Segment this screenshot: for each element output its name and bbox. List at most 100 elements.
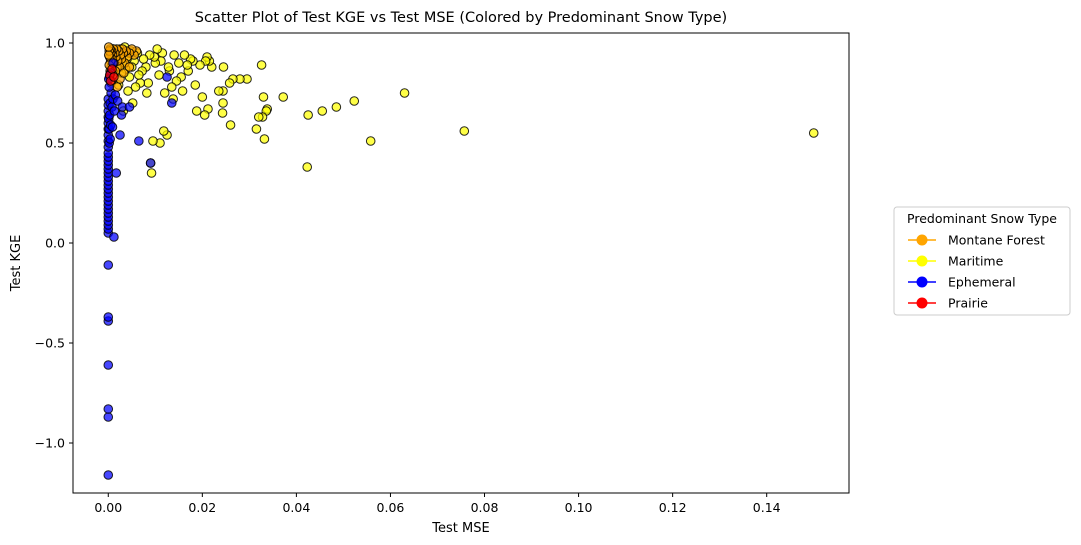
point-maritime [225,120,236,130]
x-axis-label: Test MSE [431,521,489,536]
point-maritime [191,106,202,116]
point-ephemeral [103,412,114,422]
point-maritime [331,102,342,112]
plot-frame [72,32,850,494]
point-ephemeral [103,260,114,270]
point-ephemeral [134,136,144,146]
point-ephemeral [103,470,114,480]
point-maritime [258,92,269,102]
legend-marker [916,255,928,267]
legend-entries: Montane Forest Maritime Ephemeral Prairie [908,233,1045,311]
point-maritime [152,44,162,54]
point-maritime [218,98,228,108]
point-maritime [182,60,193,70]
legend-marker [916,234,928,246]
point-ephemeral [111,168,122,178]
point-montane-forest [103,50,114,60]
y-tick-label: −1.0 [35,436,65,451]
point-ephemeral [166,98,177,108]
legend-entry-ephemeral: Ephemeral [908,275,1016,290]
point-maritime [224,78,235,88]
y-tick-label: 0.5 [45,136,65,151]
legend-marker [916,276,928,288]
point-ephemeral [103,312,114,322]
point-maritime [130,82,141,92]
point-maritime [259,134,270,144]
point-ephemeral [162,72,172,82]
point-ephemeral [115,130,125,140]
point-montane-forest [103,42,114,52]
legend-entry-montane-forest: Montane Forest [908,233,1045,248]
x-tick-label: 0.02 [188,500,216,515]
point-maritime [158,126,169,136]
legend-label: Maritime [948,254,1004,269]
x-tick-label: 0.00 [94,500,122,515]
point-maritime [303,110,313,120]
point-maritime [154,70,164,80]
legend-box [893,206,1071,316]
point-ephemeral [103,404,114,414]
point-maritime [163,62,174,72]
legend-entry-maritime: Maritime [908,254,1004,269]
point-maritime [197,92,208,102]
legend-title: Predominant Snow Type [907,211,1057,226]
point-maritime [177,86,188,96]
point-maritime [195,60,205,70]
x-tick-label: 0.08 [471,500,499,515]
point-maritime [169,50,179,60]
point-maritime [399,88,410,98]
point-maritime [143,78,154,88]
point-maritime [302,162,313,172]
y-axis-ticks: 1.0 0.5 0.0 −0.5 −1.0 [35,36,73,451]
point-ephemeral [124,102,135,112]
point-ephemeral [145,158,156,168]
point-maritime [251,124,262,134]
point-maritime [199,110,210,120]
point-maritime [253,112,264,122]
point-montane-forest [118,68,129,78]
point-maritime [190,80,201,90]
point-maritime [146,168,157,178]
point-maritime [123,86,133,96]
point-maritime [317,106,328,116]
point-maritime [179,50,190,60]
point-ephemeral [116,110,127,120]
x-tick-label: 0.14 [753,500,781,515]
x-tick-label: 0.06 [377,500,405,515]
point-maritime [138,54,149,64]
point-maritime [174,58,184,68]
point-maritime [217,108,228,118]
point-maritime [256,60,267,70]
data-points [103,42,819,480]
legend-label: Prairie [948,296,988,311]
point-maritime [166,82,177,92]
y-tick-label: −0.5 [35,336,65,351]
legend-marker [916,297,928,309]
point-prairie [107,64,117,74]
point-maritime [159,88,170,98]
x-tick-label: 0.12 [659,500,687,515]
point-ephemeral [105,134,115,144]
point-ephemeral [109,232,119,242]
legend-label: Montane Forest [948,233,1045,248]
point-maritime [148,136,158,146]
legend-label: Ephemeral [948,275,1016,290]
point-maritime [218,62,229,72]
point-maritime [365,136,376,146]
point-maritime [142,88,152,98]
point-montane-forest [124,62,135,72]
x-tick-label: 0.04 [282,500,310,515]
chart-title: Scatter Plot of Test KGE vs Test MSE (Co… [195,10,727,26]
point-maritime [213,86,224,96]
point-maritime [134,70,144,80]
point-maritime [349,96,360,106]
legend-entry-prairie: Prairie [908,296,988,311]
point-ephemeral [103,360,114,370]
legend: Predominant Snow Type Montane Forest Mari… [893,206,1071,316]
point-ephemeral [107,122,118,132]
point-maritime [278,92,289,102]
x-tick-label: 0.10 [565,500,593,515]
x-axis-ticks: 0.00 0.02 0.04 0.06 0.08 0.10 0.12 0.14 [94,493,781,515]
point-maritime [459,126,470,136]
